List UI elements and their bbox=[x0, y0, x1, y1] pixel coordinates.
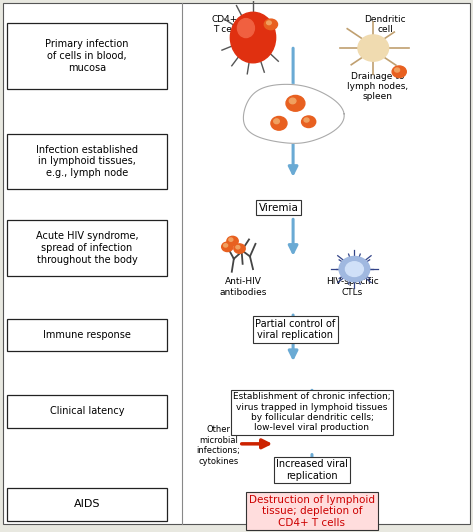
Text: Viremia: Viremia bbox=[259, 203, 299, 212]
Ellipse shape bbox=[304, 118, 309, 122]
Text: Increased viral
replication: Increased viral replication bbox=[276, 459, 348, 481]
Ellipse shape bbox=[267, 21, 271, 24]
Polygon shape bbox=[244, 85, 344, 143]
FancyBboxPatch shape bbox=[7, 220, 167, 276]
Ellipse shape bbox=[271, 117, 287, 130]
Circle shape bbox=[230, 12, 276, 63]
Ellipse shape bbox=[236, 246, 240, 249]
Text: Partial control of
viral replication: Partial control of viral replication bbox=[255, 319, 335, 340]
Circle shape bbox=[237, 19, 254, 38]
Text: Establishment of chronic infection;
virus trapped in lymphoid tissues
by follicu: Establishment of chronic infection; viru… bbox=[233, 392, 391, 433]
FancyBboxPatch shape bbox=[7, 488, 167, 521]
Ellipse shape bbox=[227, 236, 238, 246]
Ellipse shape bbox=[289, 98, 296, 104]
Ellipse shape bbox=[345, 262, 363, 277]
Ellipse shape bbox=[224, 244, 228, 247]
Text: Other
microbial
infections;
cytokines: Other microbial infections; cytokines bbox=[197, 425, 240, 466]
Ellipse shape bbox=[274, 119, 280, 123]
Text: Anti-HIV
antibodies: Anti-HIV antibodies bbox=[220, 277, 267, 297]
Text: CD4+
T cell: CD4+ T cell bbox=[211, 15, 238, 34]
Ellipse shape bbox=[394, 68, 400, 72]
Text: Immune response: Immune response bbox=[43, 330, 131, 340]
Text: Infection established
in lymphoid tissues,
e.g., lymph node: Infection established in lymphoid tissue… bbox=[36, 145, 138, 178]
FancyBboxPatch shape bbox=[7, 319, 167, 351]
Ellipse shape bbox=[328, 114, 340, 124]
Text: HIV-specific
CTLs: HIV-specific CTLs bbox=[326, 277, 378, 297]
Ellipse shape bbox=[229, 238, 233, 242]
Ellipse shape bbox=[234, 244, 245, 253]
Ellipse shape bbox=[339, 256, 370, 282]
FancyBboxPatch shape bbox=[7, 395, 167, 428]
Ellipse shape bbox=[286, 95, 305, 111]
Text: AIDS: AIDS bbox=[74, 500, 100, 509]
Text: Dendritic
cell: Dendritic cell bbox=[364, 15, 406, 34]
Text: Destruction of lymphoid
tissue; depletion of
CD4+ T cells: Destruction of lymphoid tissue; depletio… bbox=[249, 495, 375, 528]
Text: Acute HIV syndrome,
spread of infection
throughout the body: Acute HIV syndrome, spread of infection … bbox=[35, 231, 138, 264]
Ellipse shape bbox=[302, 116, 316, 128]
Ellipse shape bbox=[222, 242, 233, 252]
Text: Drainage to
lymph nodes,
spleen: Drainage to lymph nodes, spleen bbox=[348, 72, 409, 102]
Text: Primary infection
of cells in blood,
mucosa: Primary infection of cells in blood, muc… bbox=[45, 39, 129, 72]
Text: Clinical latency: Clinical latency bbox=[50, 406, 124, 416]
Ellipse shape bbox=[392, 66, 406, 78]
FancyBboxPatch shape bbox=[7, 134, 167, 189]
FancyBboxPatch shape bbox=[3, 3, 470, 525]
Ellipse shape bbox=[358, 35, 389, 61]
Ellipse shape bbox=[264, 19, 278, 30]
FancyBboxPatch shape bbox=[7, 23, 167, 89]
